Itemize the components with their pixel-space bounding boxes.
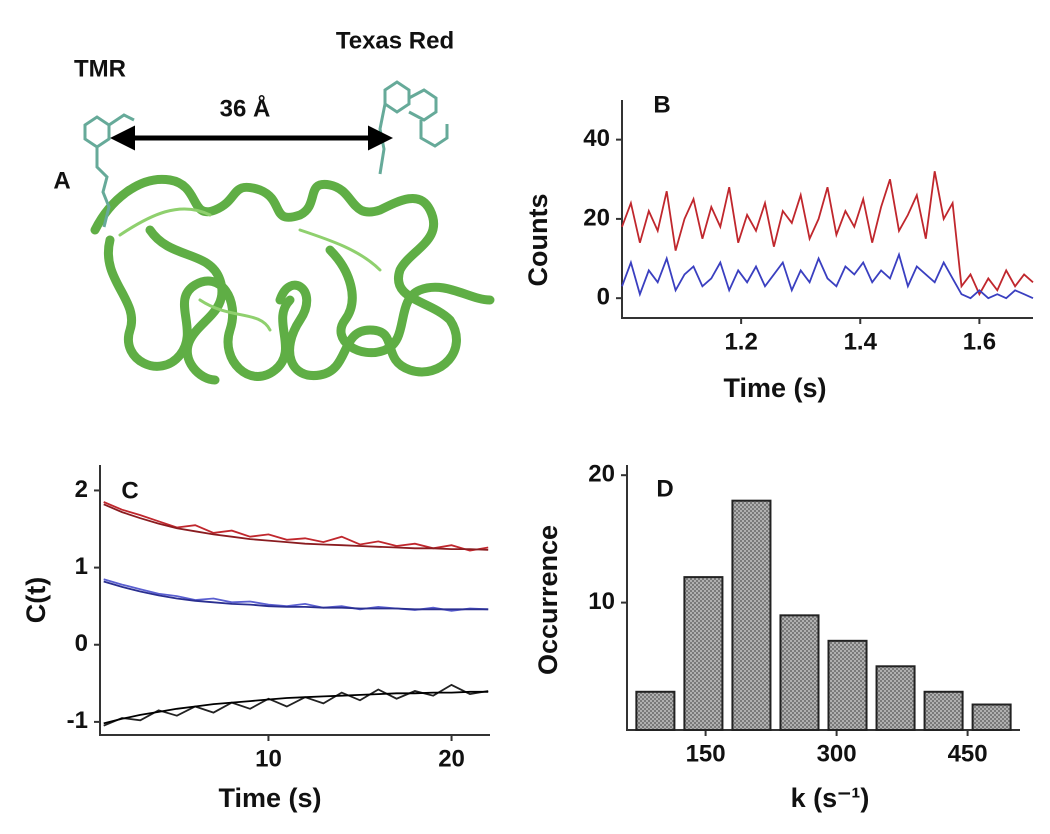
dye-molecules — [83, 80, 449, 228]
x-tick-label: 150 — [686, 740, 726, 767]
distance-label: 36 Å — [220, 94, 271, 122]
panel-label: B — [653, 91, 670, 118]
bar — [875, 665, 916, 732]
y-tick-label: -1 — [67, 707, 88, 734]
axis-line — [99, 465, 490, 736]
y-axis-title: Occurrence — [533, 525, 563, 675]
x-axis-title: Time (s) — [723, 373, 826, 403]
panel-label: C — [121, 477, 138, 504]
x-tick-label: 1.2 — [724, 328, 757, 355]
bar — [779, 614, 820, 732]
y-tick-label: 1 — [75, 553, 88, 580]
x-tick-label: 10 — [255, 745, 282, 772]
x-tick-label: 20 — [438, 745, 465, 772]
data-line — [621, 171, 1034, 297]
panel-label: A — [53, 167, 70, 194]
dye-label: Texas Red — [336, 27, 454, 54]
bar — [731, 499, 772, 731]
x-tick-label: 1.6 — [963, 328, 996, 355]
data-line — [103, 683, 489, 727]
x-tick-label: 450 — [948, 740, 988, 767]
x-axis-title: k (s⁻¹) — [791, 783, 870, 813]
data-line — [103, 501, 489, 552]
bar — [683, 576, 724, 731]
y-tick-label: 40 — [583, 125, 610, 152]
x-axis-title: Time (s) — [218, 783, 321, 813]
data-line — [621, 251, 1034, 300]
bar — [635, 690, 676, 732]
y-axis-title: C(t) — [21, 577, 51, 623]
y-tick-label: 20 — [588, 461, 615, 488]
y-axis-title: Counts — [523, 194, 553, 287]
data-line — [103, 690, 489, 725]
bar — [971, 703, 1012, 731]
data-line — [103, 503, 489, 551]
y-tick-label: 0 — [597, 284, 610, 311]
dye-label: TMR — [74, 55, 126, 82]
y-tick-label: 10 — [588, 588, 615, 615]
axis-line — [621, 100, 1033, 319]
protein-structure — [90, 174, 495, 385]
y-tick-label: 0 — [75, 630, 88, 657]
y-tick-label: 20 — [583, 204, 610, 231]
bar — [923, 690, 964, 732]
bar — [827, 639, 868, 732]
y-tick-label: 2 — [75, 476, 88, 503]
data-line — [103, 580, 489, 611]
x-tick-label: 300 — [817, 740, 857, 767]
x-tick-label: 1.4 — [844, 328, 878, 355]
panel-label: D — [656, 475, 673, 502]
